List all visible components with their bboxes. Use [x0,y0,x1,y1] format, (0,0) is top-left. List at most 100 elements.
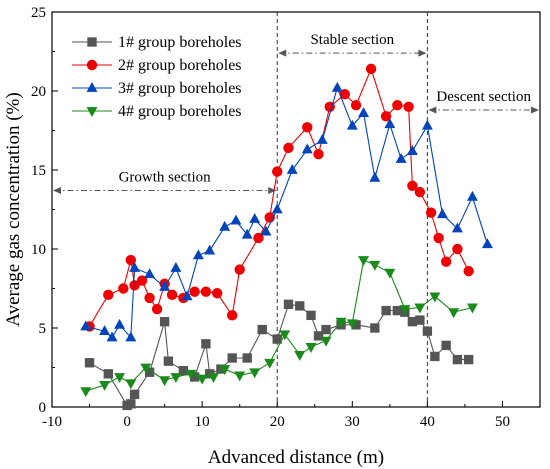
data-point [452,243,463,255]
data-point [129,280,140,291]
section-annotation: Descent section [428,89,539,114]
data-point [306,310,316,321]
legend-entry: 2# group boreholes [72,57,242,74]
data-point [440,256,452,267]
legend-label: 2# group boreholes [118,57,242,74]
data-point [358,256,370,267]
data-point [170,373,182,383]
data-point [159,280,171,291]
data-point [448,308,460,319]
data-point [242,353,252,363]
data-point [463,354,474,365]
data-point [140,363,152,374]
data-point [125,379,137,390]
data-point [422,326,433,336]
data-point [430,351,440,362]
data-point [441,340,451,351]
data-point [207,373,219,383]
data-point [84,358,95,368]
data-point [200,286,212,297]
data-point [103,289,114,301]
data-point [196,374,208,385]
data-point [272,334,282,344]
legend-entry: 3# group boreholes [72,80,242,97]
data-point [392,100,403,111]
data-point [481,238,493,249]
data-point [406,145,418,155]
legend-label: 3# group boreholes [118,80,242,97]
y-tick-label: 5 [39,321,47,337]
data-point [369,260,381,271]
arrow-head-right [418,49,427,57]
x-axis: -10 0 10 20 30 40 50 [42,401,510,430]
data-point [257,324,267,335]
data-point [403,101,414,113]
data-point [151,303,163,315]
data-point [429,292,441,303]
data-point [189,372,200,382]
data-point [433,232,444,244]
data-point [163,356,174,366]
data-point [466,190,478,201]
x-tick-label: 50 [495,414,510,430]
data-point [425,207,437,218]
legend-marker [86,107,98,117]
data-point [321,324,331,335]
data-point [305,343,317,353]
x-axis-title: Advanced distance (m) [208,447,384,468]
series-4 [80,256,478,398]
data-point [421,119,433,130]
arrow-head-right [531,106,539,114]
data-point [346,119,358,130]
annotation-label: Stable section [310,32,394,48]
data-point [283,299,294,309]
data-point [384,118,396,129]
data-point [331,81,343,92]
legend-marker [87,37,97,47]
data-point [80,320,92,331]
data-point [313,149,324,160]
data-point [407,317,418,327]
series-layer [80,63,493,411]
data-point [358,107,370,118]
data-point [204,244,216,255]
legend-marker [86,59,98,71]
data-point [350,100,362,111]
data-point [189,286,200,297]
data-point [279,330,291,341]
data-point [313,331,324,341]
data-point [295,301,305,311]
data-point [80,387,92,398]
data-point [159,376,171,387]
data-point [192,249,204,260]
data-point [414,186,426,198]
data-point [414,303,426,314]
data-point [399,305,411,316]
data-point [395,152,407,163]
annotation-label: Growth section [119,170,212,186]
data-point [185,369,197,380]
data-point [99,380,111,391]
data-point [294,350,306,361]
legend-label: 1# group boreholes [118,34,242,51]
data-point [346,319,358,330]
data-point [125,254,137,266]
data-point [219,365,231,376]
x-tick-label: -10 [42,414,62,430]
x-tick-label: 0 [123,414,131,430]
data-point [365,63,377,75]
legend: 1# group boreholes 2# group boreholes 3# g… [72,34,242,120]
data-point [234,264,245,275]
data-point [436,208,448,219]
data-point [283,142,294,154]
data-point [178,365,189,376]
data-point [370,323,380,333]
reference-lines [276,12,428,407]
data-point [99,325,111,336]
arrow-head-left [278,49,287,57]
x-tick-label: 30 [345,414,360,430]
data-point [380,111,392,122]
data-point [369,171,381,182]
data-point [227,353,237,363]
data-point [201,339,211,349]
